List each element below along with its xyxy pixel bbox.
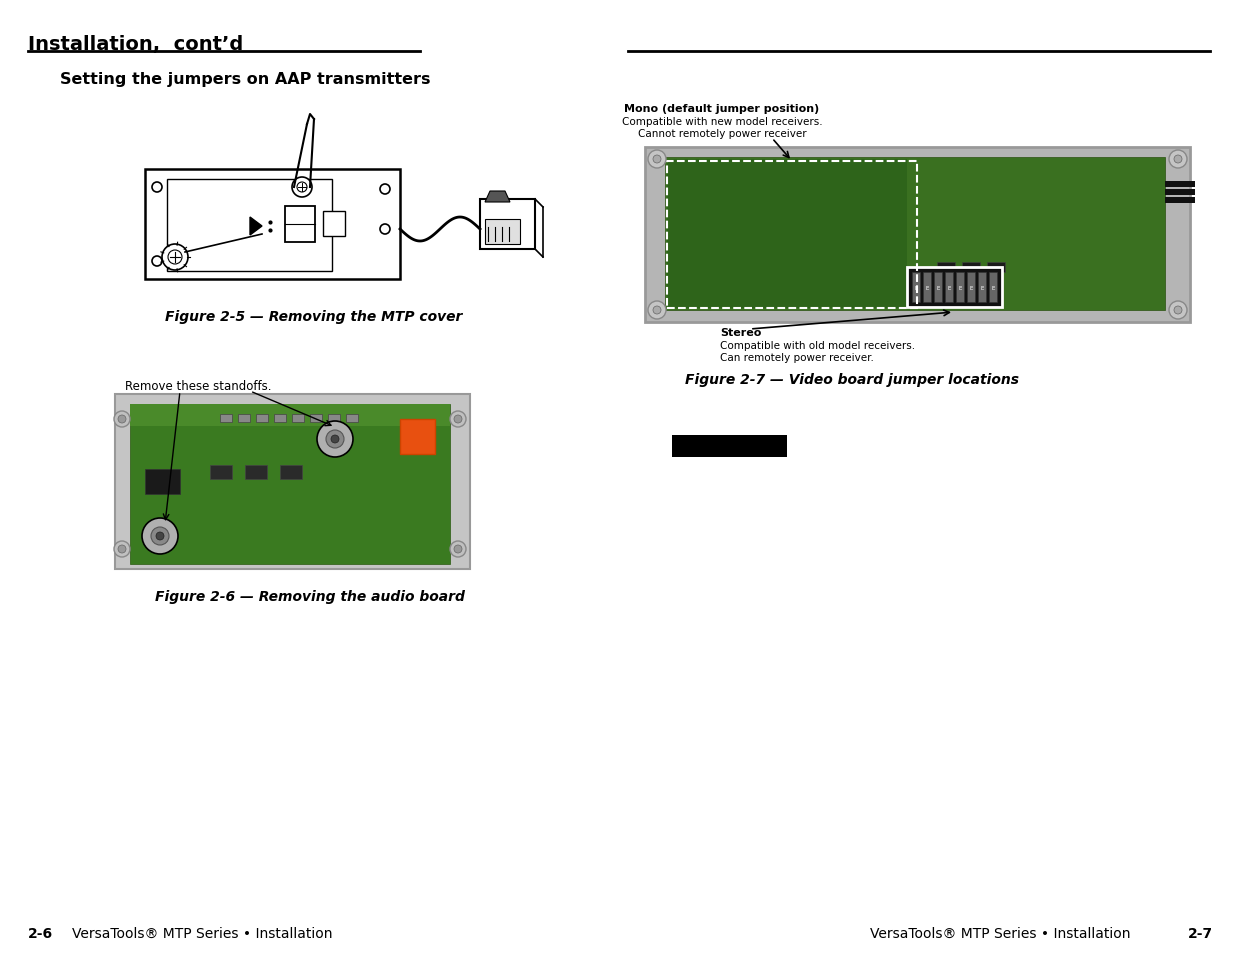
Bar bbox=[115, 395, 471, 569]
Circle shape bbox=[142, 518, 178, 555]
Bar bbox=[285, 207, 315, 243]
FancyBboxPatch shape bbox=[144, 170, 400, 280]
Bar bbox=[967, 273, 974, 303]
Bar bbox=[989, 273, 997, 303]
Bar bbox=[978, 273, 986, 303]
Bar bbox=[346, 415, 358, 422]
Bar bbox=[130, 405, 450, 427]
Circle shape bbox=[119, 545, 126, 554]
Bar bbox=[667, 162, 918, 309]
Bar bbox=[210, 465, 232, 479]
Circle shape bbox=[1174, 156, 1182, 164]
Text: Compatible with old model receivers.
Can remotely power receiver.: Compatible with old model receivers. Can… bbox=[720, 340, 915, 363]
Circle shape bbox=[454, 416, 462, 423]
Text: E: E bbox=[925, 285, 929, 291]
Bar bbox=[291, 415, 304, 422]
Text: 2-7: 2-7 bbox=[1188, 926, 1213, 940]
Circle shape bbox=[114, 541, 130, 558]
Bar bbox=[962, 263, 981, 273]
Text: Setting the jumpers on AAP transmitters: Setting the jumpers on AAP transmitters bbox=[61, 71, 431, 87]
Bar bbox=[645, 148, 1191, 323]
Bar bbox=[1165, 190, 1195, 195]
Circle shape bbox=[331, 436, 338, 443]
Text: Stereo: Stereo bbox=[720, 328, 761, 337]
Bar bbox=[1165, 182, 1195, 188]
Circle shape bbox=[1170, 151, 1187, 169]
Bar bbox=[956, 273, 965, 303]
Text: 2-6: 2-6 bbox=[28, 926, 53, 940]
Text: Figure 2-7 — Video board jumper locations: Figure 2-7 — Video board jumper location… bbox=[685, 373, 1019, 387]
Circle shape bbox=[653, 307, 661, 314]
Circle shape bbox=[119, 416, 126, 423]
Bar bbox=[167, 180, 332, 272]
Polygon shape bbox=[249, 218, 262, 235]
Circle shape bbox=[291, 178, 312, 198]
Text: Mono (default jumper position): Mono (default jumper position) bbox=[625, 104, 820, 113]
Bar bbox=[485, 220, 520, 245]
Circle shape bbox=[648, 151, 666, 169]
Bar bbox=[937, 263, 955, 273]
Text: Remove these standoffs.: Remove these standoffs. bbox=[125, 379, 272, 393]
Bar bbox=[280, 465, 303, 479]
Text: E: E bbox=[981, 285, 984, 291]
Bar bbox=[1165, 198, 1195, 204]
Polygon shape bbox=[485, 192, 510, 203]
Circle shape bbox=[454, 545, 462, 554]
Bar bbox=[664, 158, 1165, 311]
Text: VersaTools® MTP Series • Installation: VersaTools® MTP Series • Installation bbox=[869, 926, 1130, 940]
Bar bbox=[220, 415, 232, 422]
Text: E: E bbox=[958, 285, 962, 291]
Text: VersaTools® MTP Series • Installation: VersaTools® MTP Series • Installation bbox=[72, 926, 332, 940]
Bar bbox=[274, 415, 287, 422]
Bar bbox=[672, 436, 787, 457]
Text: Compatible with new model receivers.
Cannot remotely power receiver: Compatible with new model receivers. Can… bbox=[621, 117, 823, 139]
Bar bbox=[923, 273, 931, 303]
Text: E: E bbox=[969, 285, 973, 291]
Bar bbox=[324, 212, 345, 236]
Circle shape bbox=[114, 412, 130, 428]
Bar bbox=[667, 160, 906, 309]
Text: Figure 2-5 — Removing the MTP cover: Figure 2-5 — Removing the MTP cover bbox=[165, 310, 462, 324]
Circle shape bbox=[156, 533, 164, 540]
Text: E: E bbox=[914, 285, 918, 291]
Circle shape bbox=[653, 156, 661, 164]
Bar bbox=[144, 470, 180, 495]
Bar bbox=[400, 419, 435, 455]
Bar bbox=[130, 405, 450, 564]
Bar bbox=[945, 273, 953, 303]
Bar bbox=[987, 263, 1005, 273]
Bar bbox=[934, 273, 942, 303]
Text: Installation,  cont’d: Installation, cont’d bbox=[28, 35, 243, 54]
Circle shape bbox=[1170, 302, 1187, 319]
Bar bbox=[238, 415, 249, 422]
Text: E: E bbox=[992, 285, 994, 291]
Bar bbox=[245, 465, 267, 479]
Bar bbox=[256, 415, 268, 422]
Circle shape bbox=[648, 302, 666, 319]
Bar bbox=[911, 273, 920, 303]
Text: E: E bbox=[947, 285, 951, 291]
Circle shape bbox=[1174, 307, 1182, 314]
Circle shape bbox=[151, 527, 169, 545]
Circle shape bbox=[326, 431, 345, 449]
Bar bbox=[906, 268, 1002, 308]
Circle shape bbox=[450, 541, 466, 558]
Circle shape bbox=[317, 421, 353, 457]
Circle shape bbox=[162, 245, 188, 271]
Circle shape bbox=[450, 412, 466, 428]
Bar bbox=[329, 415, 340, 422]
Bar bbox=[480, 200, 535, 250]
Text: Figure 2-6 — Removing the audio board: Figure 2-6 — Removing the audio board bbox=[156, 589, 464, 603]
Bar bbox=[310, 415, 322, 422]
Text: E: E bbox=[936, 285, 940, 291]
